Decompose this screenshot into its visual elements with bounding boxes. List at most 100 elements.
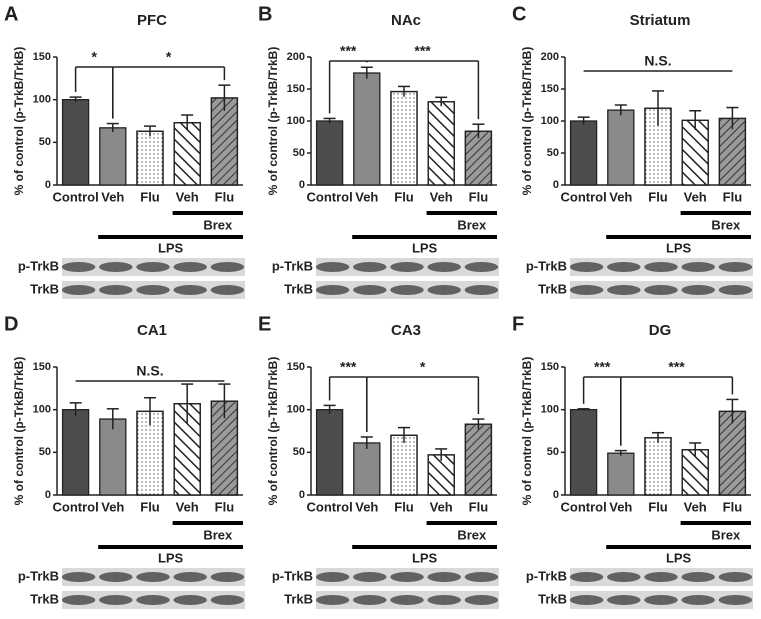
blot-band — [681, 285, 715, 295]
blot-band — [718, 572, 753, 582]
group-label: Brex — [457, 217, 487, 232]
y-tick-label: 50 — [293, 147, 305, 159]
blot-band — [315, 595, 350, 605]
y-tick-label: 150 — [33, 361, 51, 373]
y-tick-label: 0 — [45, 489, 51, 501]
x-tick-label: Control — [52, 189, 98, 204]
blot-band — [569, 262, 604, 272]
bar-pattern — [427, 454, 455, 496]
blot-band — [681, 262, 715, 272]
y-tick-label: 50 — [547, 446, 559, 458]
y-tick-label: 100 — [541, 404, 559, 416]
x-tick-label: Flu — [394, 499, 414, 514]
blot-band — [390, 262, 424, 272]
bar-pattern — [718, 117, 747, 186]
blot-band — [427, 285, 461, 295]
sig-label: *** — [340, 359, 357, 375]
blot-band — [353, 285, 387, 295]
blot-band — [61, 572, 96, 582]
blot-label: p-TrkB — [272, 568, 313, 583]
y-tick-label: 0 — [553, 179, 559, 191]
bar-pattern — [390, 434, 418, 496]
x-tick-label: Flu — [140, 189, 160, 204]
y-tick-label: 0 — [299, 489, 305, 501]
bar-pattern — [173, 122, 201, 186]
y-tick-label: 150 — [287, 361, 305, 373]
bar-pattern — [644, 437, 672, 496]
bar-pattern — [390, 90, 418, 186]
x-tick-label: Veh — [684, 189, 707, 204]
blot-band — [644, 262, 678, 272]
blot-band — [644, 595, 678, 605]
blot-band — [464, 262, 499, 272]
blot-band — [61, 595, 96, 605]
blot-band — [607, 285, 641, 295]
y-tick-label: 50 — [39, 136, 51, 148]
x-tick-label: Veh — [684, 499, 707, 514]
blot-band — [353, 262, 387, 272]
panel-label: E — [258, 313, 271, 335]
y-axis-label: % of control (p-TrkB/TrkB) — [520, 47, 534, 196]
x-tick-label: Veh — [430, 189, 453, 204]
blot-band — [173, 262, 207, 272]
chart-title: CA3 — [391, 322, 421, 339]
blot-band — [718, 595, 753, 605]
y-tick-label: 150 — [541, 361, 559, 373]
y-tick-label: 150 — [33, 51, 51, 63]
blot-band — [61, 262, 96, 272]
x-tick-label: Veh — [430, 499, 453, 514]
group-label: LPS — [158, 240, 184, 255]
y-tick-label: 0 — [45, 179, 51, 191]
bar — [607, 109, 635, 186]
blot-band — [210, 595, 245, 605]
y-axis-label: % of control (p-TrkB/TrkB) — [12, 357, 26, 506]
blot-band — [61, 285, 96, 295]
blot-band — [681, 595, 715, 605]
blot-label: TrkB — [284, 591, 313, 606]
blot-band — [99, 572, 133, 582]
blot-band — [210, 262, 245, 272]
bar-pattern — [681, 119, 709, 186]
sig-label: *** — [594, 359, 611, 375]
y-tick-label: 150 — [541, 83, 559, 95]
blot-band — [99, 262, 133, 272]
blot-band — [173, 285, 207, 295]
blot-band — [464, 572, 499, 582]
group-label: LPS — [666, 550, 692, 565]
panel-label: B — [258, 3, 272, 25]
x-tick-label: Flu — [215, 189, 235, 204]
blot-label: TrkB — [30, 281, 59, 296]
bar-pattern — [718, 410, 747, 496]
sig-label: N.S. — [136, 363, 163, 379]
blot-band — [390, 572, 424, 582]
bar — [569, 120, 598, 186]
panel-label: F — [512, 313, 524, 335]
blot-band — [136, 262, 170, 272]
bar-pattern — [427, 101, 455, 186]
blot-band — [569, 285, 604, 295]
x-tick-label: Flu — [215, 499, 235, 514]
y-tick-label: 0 — [299, 179, 305, 191]
x-tick-label: Veh — [176, 189, 199, 204]
blot-band — [390, 285, 424, 295]
blot-label: TrkB — [538, 591, 567, 606]
y-tick-label: 50 — [293, 446, 305, 458]
bar-pattern — [136, 130, 164, 186]
blot-label: TrkB — [538, 281, 567, 296]
group-label: Brex — [457, 527, 487, 542]
y-axis-label: % of control (p-TrkB/TrkB) — [520, 357, 534, 506]
blot-band — [210, 572, 245, 582]
bar — [353, 72, 381, 186]
x-tick-label: Flu — [648, 189, 668, 204]
panel-label: A — [4, 3, 18, 25]
chart-title: PFC — [137, 12, 167, 29]
chart-title: NAc — [391, 12, 421, 29]
blot-band — [681, 572, 715, 582]
y-tick-label: 100 — [287, 115, 305, 127]
bar — [353, 442, 381, 496]
y-tick-label: 100 — [33, 404, 51, 416]
bar — [99, 418, 127, 496]
x-tick-label: Flu — [723, 189, 743, 204]
chart-title: CA1 — [137, 322, 167, 339]
blot-band — [427, 595, 461, 605]
